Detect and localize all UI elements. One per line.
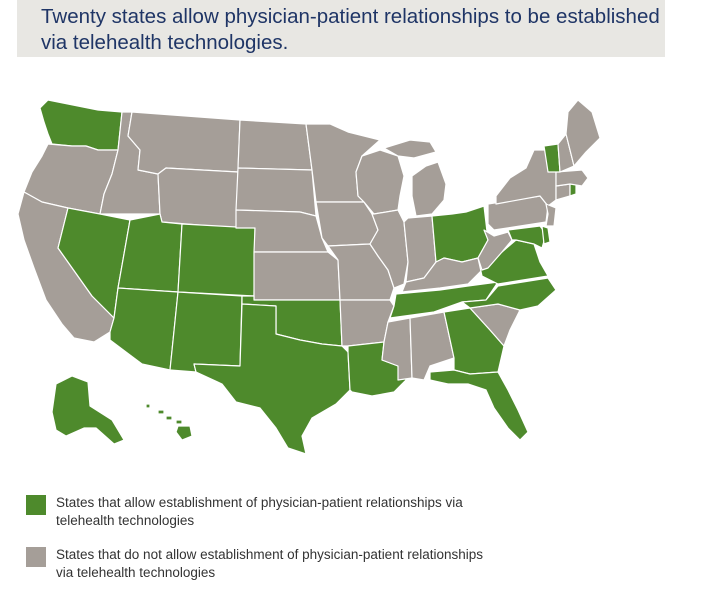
state-CO [177, 223, 256, 297]
lake-michigan [402, 170, 412, 216]
state-NM [169, 291, 243, 373]
state-KS [253, 251, 341, 301]
legend-label-not-allow: States that do not allow establishment o… [56, 547, 483, 580]
state-MA [555, 169, 589, 187]
state-ME [565, 99, 601, 167]
state-NJ [545, 203, 557, 227]
state-WA [39, 99, 123, 151]
state-MD [507, 225, 547, 249]
state-MT [127, 111, 241, 175]
state-FL [429, 369, 529, 441]
state-OH [431, 205, 489, 263]
legend-swatch-not-allow [26, 547, 46, 567]
title-banner: Twenty states allow physician-patient re… [17, 0, 665, 57]
legend-label-allow: States that allow establishment of physi… [56, 495, 463, 528]
state-IA [315, 201, 379, 247]
state-WY [157, 167, 239, 229]
page-title: Twenty states allow physician-patient re… [41, 5, 660, 54]
state-AK [51, 375, 125, 445]
state-MI [411, 161, 447, 217]
state-TX [193, 303, 351, 455]
state-ND [237, 119, 313, 171]
state-MI-upper [383, 139, 437, 159]
state-CT [555, 183, 571, 201]
state-RI [569, 183, 577, 197]
state-IL [369, 209, 409, 289]
state-NC [461, 277, 557, 311]
state-WV [477, 229, 513, 271]
state-HI [145, 403, 193, 441]
state-VA [477, 239, 549, 285]
state-DE [541, 225, 551, 245]
legend-swatch-allow [26, 495, 46, 515]
state-SD [235, 167, 317, 217]
legend: States that allow establishment of physi… [26, 494, 496, 594]
state-AZ [109, 287, 179, 371]
